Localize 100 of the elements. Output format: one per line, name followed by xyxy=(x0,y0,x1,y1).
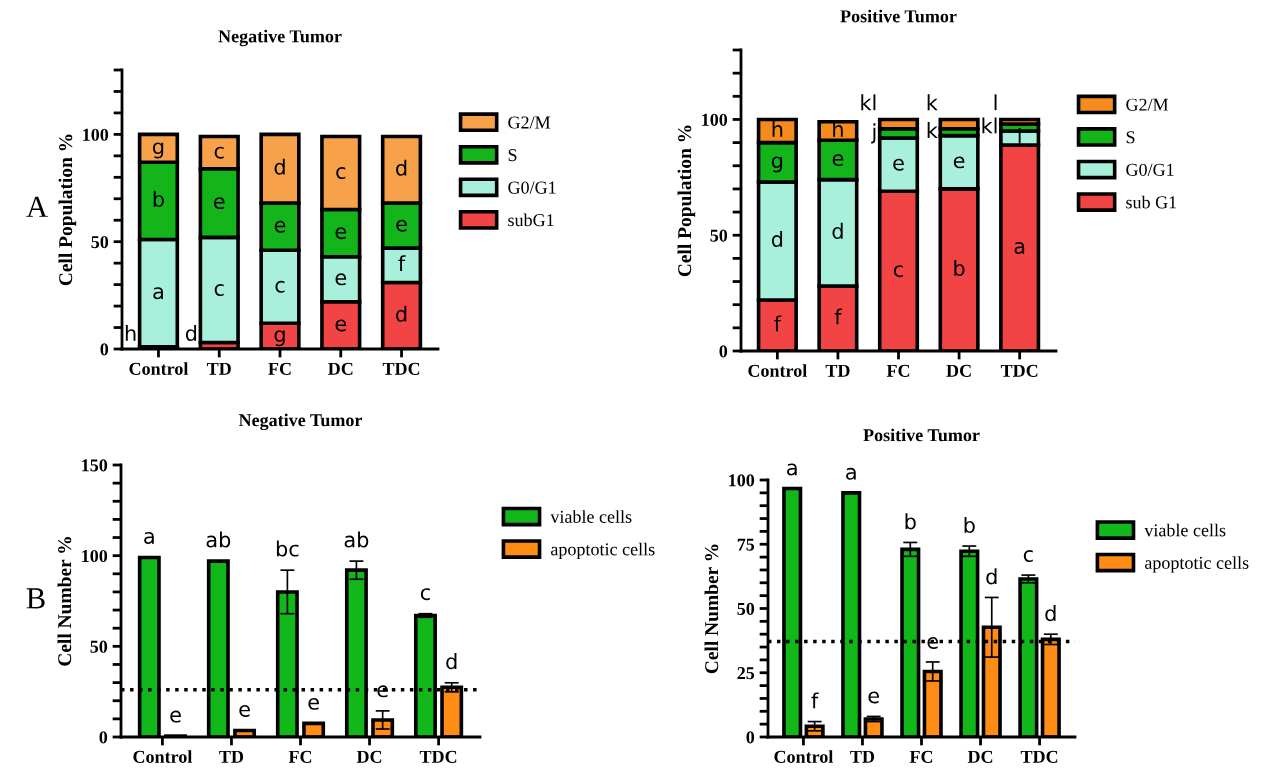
y-tick-label: 100 xyxy=(702,113,728,126)
annotation: e xyxy=(335,227,347,240)
y-tick-label: 100 xyxy=(83,128,109,141)
y-tick-label: 25 xyxy=(737,667,755,680)
annotation: h xyxy=(125,324,136,341)
annotation: e xyxy=(927,636,939,649)
annotation: i xyxy=(1018,127,1021,144)
annotation: b xyxy=(153,190,164,207)
annotation: e xyxy=(170,710,181,723)
annotation: c xyxy=(420,588,430,601)
annotation: e xyxy=(396,219,407,232)
annotation: e xyxy=(832,154,844,167)
x-tick-label: TDC xyxy=(382,362,420,375)
annotation: c xyxy=(214,284,224,297)
legend-label: S xyxy=(1126,131,1135,144)
annotation: e xyxy=(274,220,286,233)
annotation: k xyxy=(927,94,938,111)
annotation: j xyxy=(871,123,876,144)
y-tick-label: 50 xyxy=(710,229,728,242)
x-tick-label: TDC xyxy=(1000,364,1038,377)
annotation: a xyxy=(144,531,154,544)
x-tick-label: Control xyxy=(133,750,193,763)
annotation: e xyxy=(335,319,347,332)
legend-label: apoptotic cells xyxy=(551,542,655,560)
annotation: e xyxy=(335,273,347,286)
annotation: kl xyxy=(982,117,997,134)
legend-label: sub G1 xyxy=(1126,195,1177,209)
legend-label: subG1 xyxy=(508,213,554,227)
x-tick-label: TDC xyxy=(1020,750,1058,763)
annotation: d xyxy=(396,159,407,176)
annotation: d xyxy=(1045,605,1056,622)
annotation: f xyxy=(811,692,819,709)
chart-title: Positive Tumor xyxy=(863,428,980,442)
annotation: g xyxy=(274,330,285,347)
y-axis-title: Cell Number % xyxy=(57,537,72,666)
annotation: h xyxy=(772,120,783,137)
legend-label: S xyxy=(508,149,517,162)
annotation: c xyxy=(275,280,285,293)
chart-title: Negative Tumor xyxy=(218,29,342,47)
annotation: c xyxy=(214,146,224,159)
annotation: g xyxy=(771,156,783,173)
text: a xyxy=(846,467,856,480)
x-tick-label: Control xyxy=(748,364,807,377)
legend-label: G0/G1 xyxy=(1126,163,1174,176)
legend-label: viable cells xyxy=(550,510,632,523)
x-tick-label: Control xyxy=(129,362,189,375)
annotation: e xyxy=(308,697,319,710)
annotation: d xyxy=(832,222,843,239)
annotation: kl xyxy=(861,94,876,111)
y-tick-label: 75 xyxy=(737,538,755,551)
x-tick-label: TDC xyxy=(419,750,457,763)
annotation: c xyxy=(336,167,346,180)
x-tick-label: FC xyxy=(886,364,910,377)
annotation: f xyxy=(774,315,782,332)
annotation: b xyxy=(964,516,975,534)
y-tick-label: 50 xyxy=(91,235,109,249)
annotation: f xyxy=(834,308,842,325)
text: a xyxy=(787,463,797,476)
annotation: d xyxy=(986,568,997,585)
y-tick-label: 100 xyxy=(82,549,108,563)
annotation: l xyxy=(994,94,997,111)
annotation: d xyxy=(396,305,407,322)
annotation: a xyxy=(153,287,163,300)
text: B xyxy=(26,588,45,609)
annotation: d xyxy=(185,324,197,342)
annotation: k xyxy=(927,122,938,138)
annotation: g xyxy=(153,142,164,159)
annotation: e xyxy=(868,691,879,704)
y-tick-label: 0 xyxy=(99,731,108,744)
y-tick-label: 50 xyxy=(90,640,108,653)
annotation: b xyxy=(954,259,965,277)
y-tick-label: 150 xyxy=(82,459,108,472)
x-tick-label: DC xyxy=(967,750,993,763)
annotation: c xyxy=(1023,550,1033,563)
annotation: a xyxy=(1014,242,1025,255)
legend-label: G0/G1 xyxy=(508,181,556,194)
y-tick-label: 0 xyxy=(719,345,728,358)
annotation: e xyxy=(213,197,225,210)
x-tick-label: TD xyxy=(206,362,231,375)
x-tick-label: DC xyxy=(946,364,971,377)
annotation: e xyxy=(893,158,904,171)
annotation: e xyxy=(953,156,965,169)
annotation: bc xyxy=(276,540,299,557)
y-tick-label: 50 xyxy=(737,602,755,615)
legend-label: apoptotic cells xyxy=(1144,556,1249,573)
y-tick-label: 100 xyxy=(729,474,755,487)
annotation: d xyxy=(446,653,457,670)
chart-title: Positive Tumor xyxy=(840,9,957,23)
x-tick-label: DC xyxy=(328,362,353,375)
annotation: f xyxy=(398,255,406,272)
annotation: d xyxy=(274,158,285,175)
annotation: e xyxy=(377,685,388,698)
x-tick-label: TD xyxy=(219,750,244,763)
text: A xyxy=(26,196,48,217)
chart-title: Negative Tumor xyxy=(238,413,363,431)
x-tick-label: DC xyxy=(356,750,382,763)
annotation: ab xyxy=(344,531,369,548)
annotation: b xyxy=(905,513,916,530)
x-tick-label: FC xyxy=(909,750,933,763)
y-tick-label: 0 xyxy=(100,343,109,356)
